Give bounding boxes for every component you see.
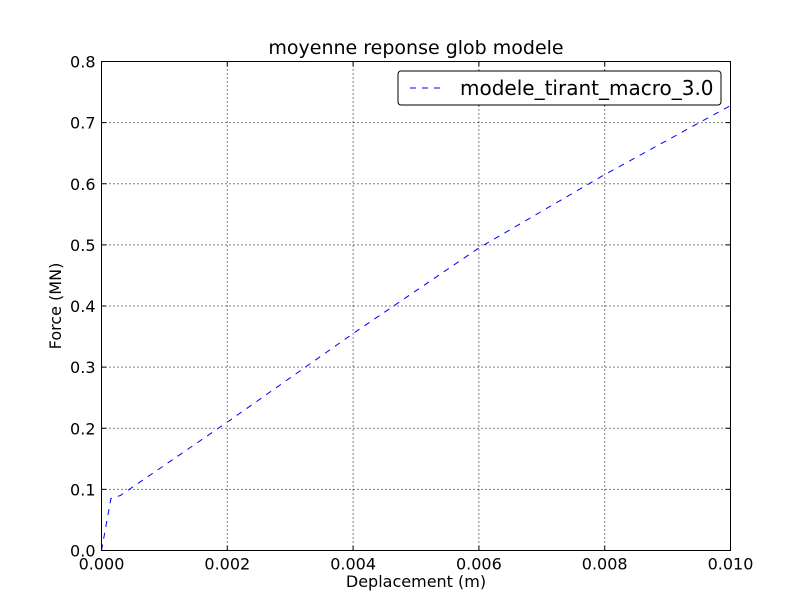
y-tick-label: 0.5 [70,236,95,255]
plot-frame [101,61,731,551]
x-tick-label: 0.002 [204,555,250,574]
x-tick-label: 0.006 [456,555,502,574]
y-tick-label: 0.2 [70,419,95,438]
y-tick-label: 0.1 [70,480,95,499]
y-tick-label: 0.8 [70,53,95,72]
y-tick-label: 0.3 [70,358,95,377]
series-line [101,105,731,551]
x-tick-label: 0.000 [79,555,125,574]
chart-title: moyenne reponse glob modele [268,37,563,59]
y-tick-label: 0.4 [70,297,95,316]
y-tick-label: 0.6 [70,175,95,194]
legend: modele_tirant_macro_3.0 [397,70,722,106]
legend-box [397,70,722,106]
y-tick-label: 0.7 [70,114,95,133]
x-tick-label: 0.008 [582,555,628,574]
ticks-layer [101,61,731,551]
legend-entry-label: modele_tirant_macro_3.0 [460,76,714,100]
x-axis-label: Deplacement (m) [346,572,486,591]
x-tick-label: 0.004 [330,555,376,574]
y-tick-label: 0.0 [70,542,95,561]
tick-labels-layer: 0.000 0.002 0.004 0.006 0.008 0.010 0.0 0.1 0.2 0… [70,53,753,574]
series-layer [101,105,731,551]
grid-layer [101,61,731,551]
x-tick-label: 0.010 [708,555,754,574]
y-axis-label: Force (MN) [46,263,65,350]
